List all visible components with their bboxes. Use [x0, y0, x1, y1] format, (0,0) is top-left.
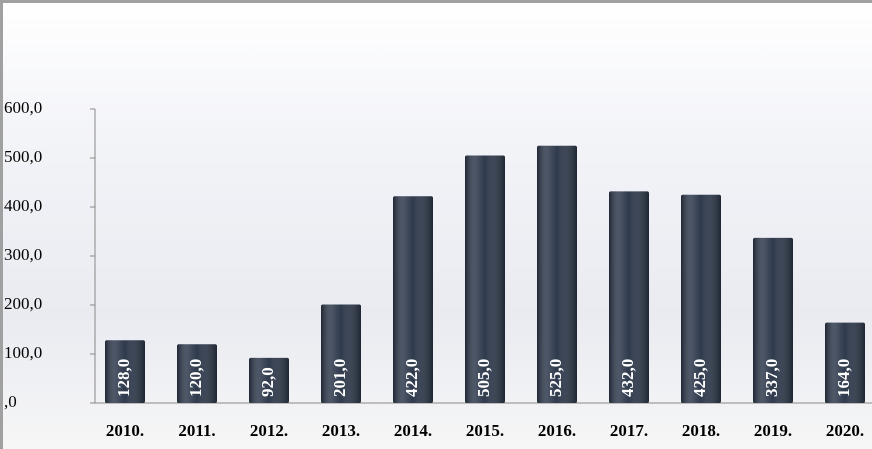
- value-label: 128,0: [114, 359, 133, 397]
- x-tick-label: 2016.: [538, 421, 576, 440]
- y-tick-label: ,0: [4, 392, 17, 411]
- value-label: 164,0: [834, 359, 853, 397]
- y-tick-label: 300,0: [4, 245, 42, 264]
- x-tick-label: 2010.: [106, 421, 144, 440]
- value-label: 422,0: [402, 359, 421, 397]
- value-label: 525,0: [546, 359, 565, 397]
- y-tick-label: 600,0: [4, 98, 42, 117]
- x-tick-label: 2013.: [322, 421, 360, 440]
- chart: ,0 100,0 200,0 300,0 400,0 500,0 600,0 2010. 128…: [0, 0, 872, 449]
- value-label: 432,0: [618, 359, 637, 397]
- value-label: 201,0: [330, 359, 349, 397]
- x-tick-label: 2015.: [466, 421, 504, 440]
- x-tick-label: 2019.: [754, 421, 792, 440]
- value-label: 120,0: [186, 359, 205, 397]
- y-tick-label: 200,0: [4, 294, 42, 313]
- value-label: 92,0: [258, 367, 277, 397]
- x-tick-label: 2014.: [394, 421, 432, 440]
- y-tick-label: 400,0: [4, 196, 42, 215]
- value-label: 505,0: [474, 359, 493, 397]
- x-tick-label: 2017.: [610, 421, 648, 440]
- y-tick-label: 100,0: [4, 343, 42, 362]
- x-tick-label: 2018.: [682, 421, 720, 440]
- y-tick-label: 500,0: [4, 147, 42, 166]
- value-label: 425,0: [690, 359, 709, 397]
- x-tick-label: 2020.: [826, 421, 864, 440]
- x-tick-label: 2011.: [178, 421, 215, 440]
- value-label: 337,0: [762, 359, 781, 397]
- x-tick-label: 2012.: [250, 421, 288, 440]
